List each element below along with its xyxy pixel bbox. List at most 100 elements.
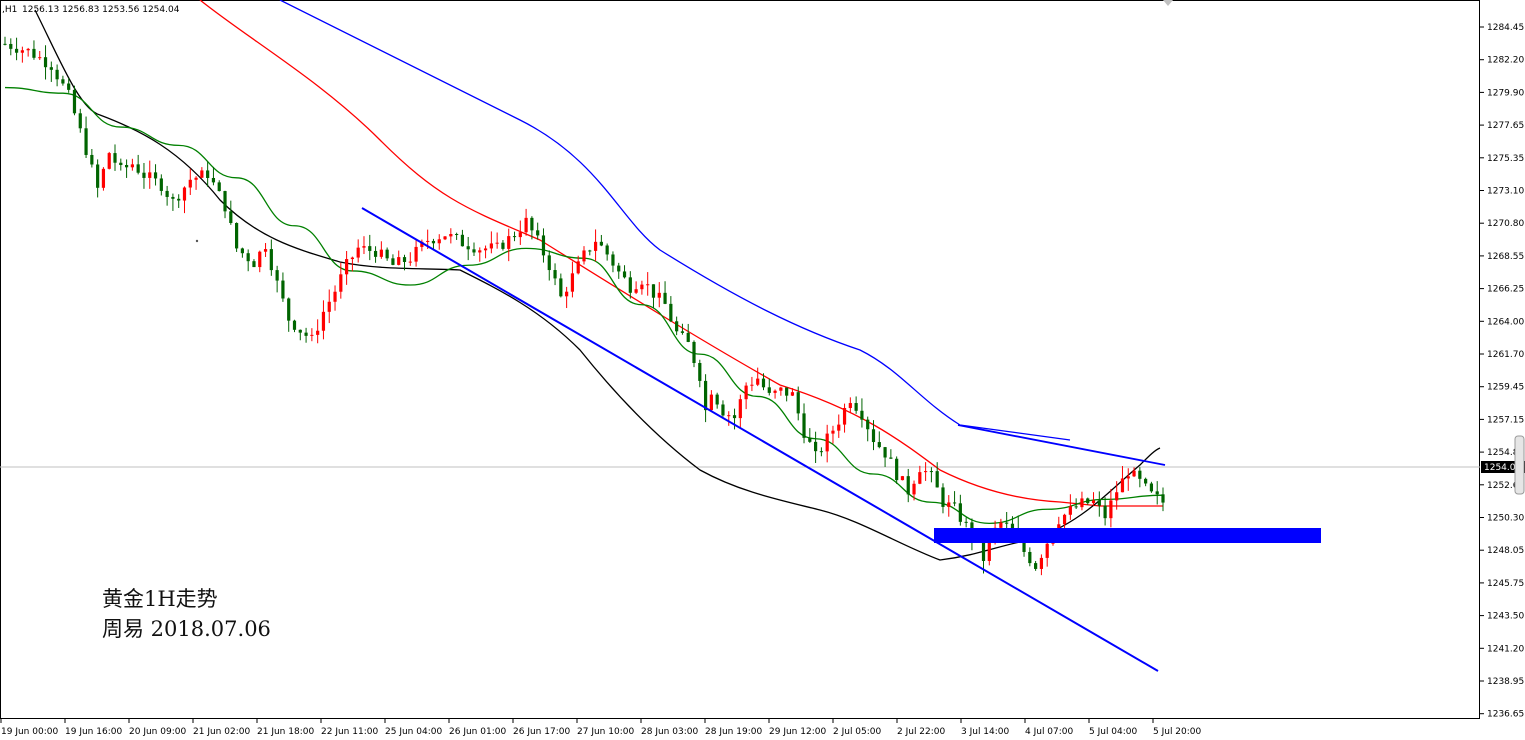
candle-body	[78, 113, 82, 129]
x-tick-label: 22 Jun 11:00	[321, 727, 378, 737]
time-axis: 19 Jun 00:00 19 Jun 16:00 20 Jun 09:00 21 J…	[0, 718, 1202, 737]
candle-body	[90, 154, 94, 165]
y-tick-label: 1279.90	[1487, 88, 1524, 98]
candle-body	[200, 170, 204, 178]
x-tick-label: 21 Jun 02:00	[193, 727, 250, 737]
candle-body	[796, 392, 800, 414]
candle-body	[1022, 537, 1026, 552]
candle-body	[947, 502, 951, 507]
candle-body	[292, 320, 297, 330]
y-tick-label: 1236.65	[1487, 710, 1524, 720]
candle-body	[524, 217, 528, 233]
candle-body	[304, 332, 308, 336]
candle-body	[472, 249, 476, 253]
candle-body	[1062, 514, 1067, 525]
y-tick-label: 1266.25	[1487, 285, 1524, 295]
candle-body	[605, 245, 609, 255]
candle-body	[26, 48, 30, 51]
y-tick-label: 1282.20	[1487, 56, 1524, 66]
candle-body	[570, 273, 575, 292]
candle-body	[622, 271, 627, 278]
candle-body	[339, 274, 343, 292]
x-tick-label: 19 Jun 00:00	[1, 727, 58, 737]
candle-body	[223, 191, 227, 212]
support-zone-box[interactable]	[934, 528, 1321, 543]
candle-body	[124, 165, 129, 168]
candle-body	[391, 258, 395, 265]
candle-body	[246, 253, 250, 262]
candle-body	[449, 234, 453, 237]
x-tick-label: 28 Jun 19:00	[705, 727, 762, 737]
candle-body	[1010, 523, 1015, 529]
candle-body	[32, 48, 36, 58]
candle-body	[1086, 498, 1090, 504]
candle-body	[84, 128, 88, 155]
y-tick-label: 1254.85	[1487, 448, 1524, 458]
resistance-line[interactable]	[957, 424, 1166, 466]
x-tick-label: 2 Jul 05:00	[833, 727, 882, 737]
downtrend-line[interactable]	[361, 207, 1159, 672]
candle-body	[177, 198, 181, 201]
candle-body	[1126, 476, 1130, 479]
candle-body	[316, 330, 320, 335]
candle-body	[1034, 563, 1038, 569]
candle-body	[55, 69, 59, 80]
candle-body	[1109, 500, 1113, 519]
candle-body	[576, 261, 580, 274]
candle-body	[72, 89, 77, 114]
candle-body	[848, 403, 852, 408]
candle-body	[43, 57, 48, 68]
candle-body	[495, 242, 499, 244]
x-tick-label: 19 Jun 16:00	[65, 727, 122, 737]
candle-body	[14, 48, 19, 53]
candle-body	[877, 442, 881, 448]
candle-body	[912, 483, 916, 495]
x-tick-label: 28 Jun 03:00	[641, 727, 698, 737]
candle-body	[1068, 506, 1072, 515]
candle-body	[680, 331, 685, 333]
candle-body	[182, 187, 187, 201]
x-tick-label: 29 Jun 12:00	[769, 727, 826, 737]
candle-body	[113, 153, 117, 163]
candle-body	[420, 241, 424, 247]
candle-body	[999, 522, 1003, 528]
candle-body	[402, 257, 407, 262]
candle-body	[275, 270, 279, 281]
x-tick-label: 2 Jul 22:00	[897, 727, 946, 737]
scroll-handle[interactable]	[1514, 435, 1525, 495]
candle-body	[628, 277, 632, 293]
candle-body	[211, 177, 216, 183]
y-tick-label: 1257.15	[1487, 415, 1524, 425]
annotation-title: 黄金1H走势	[102, 587, 218, 611]
candlestick-series	[3, 36, 1165, 576]
x-tick-label: 4 Jul 07:00	[1025, 727, 1074, 737]
candle-body	[431, 240, 436, 244]
candle-body	[906, 476, 910, 495]
candle-body	[1155, 491, 1159, 495]
candle-body	[1103, 505, 1107, 519]
candle-body	[368, 246, 372, 251]
candle-body	[941, 487, 945, 507]
y-tick-label: 1275.35	[1487, 154, 1524, 164]
candle-body	[327, 301, 331, 312]
candle-body	[229, 211, 233, 223]
candle-body	[171, 196, 175, 199]
candle-body	[634, 289, 638, 293]
candle-body	[895, 458, 899, 481]
candle-body	[235, 222, 239, 249]
candle-body	[310, 334, 314, 336]
candle-body	[924, 471, 928, 473]
y-tick-label: 1245.75	[1487, 579, 1524, 589]
candle-body	[281, 280, 285, 299]
y-tick-label: 1248.05	[1487, 546, 1524, 556]
candle-body	[651, 284, 656, 298]
candle-body	[1161, 494, 1165, 503]
candle-body	[541, 235, 546, 256]
candle-body	[96, 164, 100, 188]
candle-body	[3, 43, 7, 45]
candle-body	[750, 384, 754, 386]
candle-body	[756, 378, 760, 385]
candle-body	[744, 385, 748, 400]
candle-body	[1132, 470, 1136, 477]
